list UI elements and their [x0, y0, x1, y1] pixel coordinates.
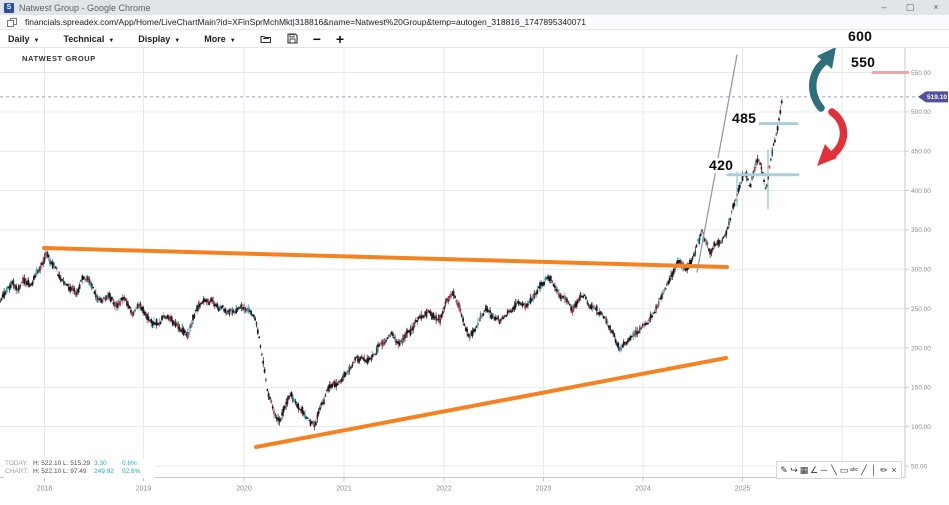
- y-axis-label: 500.00: [911, 109, 931, 116]
- level-annotation-420[interactable]: 420: [706, 158, 737, 173]
- current-price-value: 519.10: [927, 94, 947, 101]
- y-axis-label: 550.00: [911, 70, 931, 77]
- x-axis-label: 2018: [37, 486, 53, 493]
- menu-display[interactable]: Display ▼: [138, 33, 181, 44]
- stats-cell: TODAY:: [5, 460, 29, 467]
- curved-arrow-icon[interactable]: ↪: [790, 465, 798, 475]
- url-bar[interactable]: financials.spreadex.com/App/Home/LiveCha…: [0, 15, 949, 30]
- close-icon[interactable]: ×: [891, 465, 897, 475]
- x-axis-label: 2022: [436, 486, 452, 493]
- stats-row: CHART: H: 522.10 L: 97.49 249.92 92.8%: [5, 468, 152, 476]
- candlestick-series: [0, 98, 783, 431]
- open-folder-icon[interactable]: [260, 34, 272, 44]
- stats-row: TODAY: H: 522.10 L: 515.29 3.30 0.6%: [5, 460, 152, 468]
- y-axis-label: 450.00: [911, 149, 931, 156]
- price-stats: TODAY: H: 522.10 L: 515.29 3.30 0.6% CHART: H:…: [4, 459, 155, 478]
- up-arrow[interactable]: [809, 47, 836, 112]
- grid-icon[interactable]: ▦: [799, 465, 809, 475]
- chart-toolbar: Daily ▼ Technical ▼ Display ▼ More ▼ − +: [0, 30, 949, 48]
- x-axis-label: 2020: [236, 486, 252, 493]
- window-title: Natwest Group - Google Chrome: [19, 2, 151, 13]
- down-arrow[interactable]: [817, 108, 848, 166]
- stats-cell: 3.30: [94, 460, 107, 467]
- stats-cell: 249.92: [94, 468, 114, 475]
- y-axis-label: 300.00: [911, 267, 931, 274]
- level-annotation-550[interactable]: 550: [848, 55, 879, 70]
- level-annotation-600[interactable]: 600: [845, 29, 876, 44]
- y-axis-label: 200.00: [911, 345, 931, 352]
- trend-fan-icon[interactable]: ∠: [809, 465, 819, 475]
- pencil-icon[interactable]: ✏: [880, 465, 888, 475]
- stats-cell: L: 97.49: [63, 468, 87, 475]
- x-axis-label: 2025: [735, 486, 751, 493]
- gridlines: [0, 47, 905, 478]
- stats-cell: 92.8%: [122, 468, 141, 475]
- horizontal-line-icon[interactable]: ─: [820, 465, 828, 475]
- zoom-out-button[interactable]: −: [312, 30, 321, 47]
- support-trendline[interactable]: [254, 356, 728, 449]
- level-annotation-485[interactable]: 485: [729, 111, 760, 126]
- x-axis-label: 2023: [536, 486, 552, 493]
- stats-cell: H: 522.10: [33, 468, 62, 475]
- zoom-in-button[interactable]: +: [335, 30, 345, 47]
- window-titlebar: S Natwest Group - Google Chrome – ▢ ×: [0, 0, 949, 15]
- marker-pen-icon[interactable]: ✎: [780, 465, 788, 475]
- menu-more[interactable]: More ▼: [204, 33, 236, 44]
- instrument-title: NATWEST GROUP: [22, 54, 96, 63]
- vertical-line-icon[interactable]: │: [871, 465, 877, 475]
- stats-cell: L: 515.29: [63, 460, 91, 467]
- spreadex-favicon: S: [4, 2, 14, 13]
- x-axis-label: 2019: [136, 486, 152, 493]
- close-button[interactable]: ×: [933, 2, 939, 12]
- minimize-button[interactable]: –: [881, 2, 887, 12]
- menu-daily[interactable]: Daily ▼: [8, 33, 40, 44]
- menu-technical[interactable]: Technical ▼: [63, 33, 115, 44]
- url-text[interactable]: financials.spreadex.com/App/Home/LiveCha…: [25, 17, 586, 27]
- maximize-button[interactable]: ▢: [905, 2, 915, 12]
- stats-cell: H: 522.10: [33, 460, 62, 467]
- y-axis-label: 400.00: [911, 188, 931, 195]
- y-axis-label: 100.00: [911, 424, 931, 431]
- stats-cell: 0.6%: [122, 460, 137, 467]
- tab-switcher-icon[interactable]: [7, 17, 17, 27]
- x-axis-label: 2024: [635, 486, 651, 493]
- y-axis-label: 350.00: [911, 227, 931, 234]
- y-axis-label: 150.00: [911, 385, 931, 392]
- axes: 550.00 500.00 450.00 400.00 350.00 300.00 250.…: [0, 47, 949, 493]
- y-axis-label: 250.00: [911, 306, 931, 313]
- rectangle-icon[interactable]: ▭: [839, 465, 849, 475]
- text-tool-icon[interactable]: abc: [849, 467, 859, 473]
- trendline-icon[interactable]: ╲: [831, 465, 837, 475]
- diagonal-line-icon[interactable]: ╱: [861, 465, 867, 475]
- y-axis-label: 50.00: [911, 463, 928, 470]
- drawing-toolbar: ✎ ↪ ▦ ∠ ─ ╲ ▭ abc ╱ │ ✏ ×: [776, 461, 902, 479]
- current-price-tag: [918, 91, 948, 103]
- x-axis-label: 2021: [336, 486, 352, 493]
- resistance-trendline[interactable]: [42, 246, 729, 269]
- stats-cell: CHART:: [5, 468, 29, 475]
- save-icon[interactable]: [287, 33, 298, 44]
